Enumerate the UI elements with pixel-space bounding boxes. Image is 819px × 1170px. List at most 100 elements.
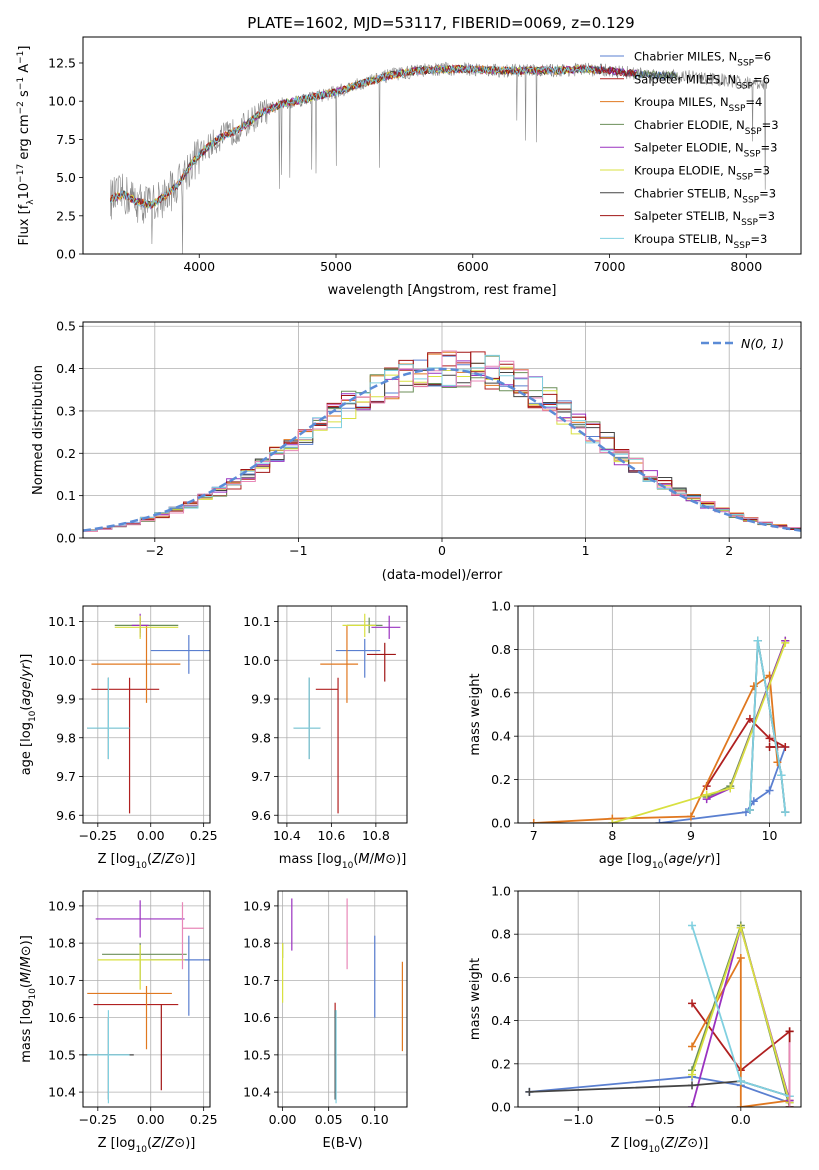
axes-frame bbox=[517, 605, 802, 824]
y-tick-label: 0.0 bbox=[491, 1100, 511, 1115]
legend-label-part: =3 bbox=[758, 209, 775, 223]
x-axis-label-part: Z⊙ bbox=[677, 1136, 698, 1151]
x-axis-label-part: M⊙ bbox=[374, 852, 396, 867]
y-tick-label: 10.5 bbox=[48, 1047, 76, 1062]
x-axis-label-part: age bbox=[668, 852, 692, 867]
y-tick-label: 10.0 bbox=[243, 653, 271, 668]
plot-area bbox=[110, 61, 768, 254]
y-tick-label: 9.8 bbox=[251, 730, 271, 745]
series-line bbox=[659, 746, 787, 823]
y-axis-label: mass weight bbox=[468, 958, 483, 1040]
y-axis-label: mass [log10(M/M⊙)] bbox=[19, 935, 38, 1063]
x-axis-label-part: mass [log bbox=[279, 852, 342, 867]
legend-label-part: =4 bbox=[745, 95, 762, 109]
x-tick-label: 7 bbox=[530, 828, 538, 843]
x-tick-label: 0.00 bbox=[269, 1112, 297, 1127]
series-marker bbox=[655, 819, 664, 823]
x-axis-label-part: / bbox=[370, 852, 375, 867]
y-tick-label: 9.7 bbox=[251, 769, 271, 784]
legend-label-part: Chabrier ELODIE, N bbox=[634, 118, 745, 132]
legend-label-part: Kroupa MILES, N bbox=[634, 95, 729, 109]
series-marker bbox=[686, 812, 695, 821]
y-axis-label-part: erg cm bbox=[17, 114, 32, 163]
y-axis-label-part: / bbox=[19, 676, 34, 681]
spectrum-data-line bbox=[110, 61, 768, 254]
legend-label: Kroupa MILES, NSSP=4 bbox=[634, 95, 762, 114]
x-axis-label-part: M bbox=[358, 852, 369, 867]
x-axis-label-part: age [log bbox=[599, 852, 652, 867]
y-axis-label-part: s bbox=[17, 90, 32, 101]
x-tick-label: 8 bbox=[608, 828, 616, 843]
legend-label-part: =3 bbox=[750, 232, 767, 246]
axes-frame bbox=[82, 890, 211, 1108]
series-marker bbox=[781, 808, 790, 817]
x-axis-label-part: / bbox=[161, 852, 166, 867]
x-axis-label-part: )] bbox=[185, 852, 195, 867]
x-tick-label: 4000 bbox=[183, 259, 215, 274]
x-axis-label-part: Z bbox=[151, 1136, 162, 1151]
plot-area bbox=[293, 613, 401, 814]
x-axis-label-part: )] bbox=[710, 852, 720, 867]
y-tick-label: 0.2 bbox=[491, 1056, 511, 1071]
series-marker bbox=[785, 1027, 794, 1036]
y-tick-label: 10.5 bbox=[243, 1047, 271, 1062]
series-marker bbox=[688, 1070, 697, 1079]
y-tick-label: 0.6 bbox=[491, 685, 511, 700]
series-marker bbox=[688, 1081, 697, 1090]
y-axis-label-part: ( bbox=[19, 706, 34, 711]
axes-frame bbox=[277, 890, 408, 1108]
normal-curve bbox=[83, 367, 801, 532]
axes-frame bbox=[82, 36, 802, 255]
y-tick-label: 9.7 bbox=[56, 769, 76, 784]
plot-area bbox=[529, 636, 790, 823]
y-axis-label-part: M bbox=[19, 972, 34, 983]
legend-label-part: =3 bbox=[762, 118, 779, 132]
x-tick-label: 10.4 bbox=[273, 828, 301, 843]
y-tick-label: 0.0 bbox=[491, 816, 511, 831]
x-axis-label-part: Z [log bbox=[611, 1136, 649, 1151]
y-axis-label-part: A bbox=[17, 64, 32, 77]
series-marker bbox=[736, 953, 745, 962]
y-tick-label: 0.4 bbox=[491, 1013, 511, 1028]
x-tick-label: 0.0 bbox=[731, 1112, 751, 1127]
x-axis-label-part: ( bbox=[353, 852, 358, 867]
series-marker bbox=[688, 1042, 697, 1051]
y-axis-label-part: 10 bbox=[28, 710, 38, 722]
legend-label-part: Salpeter ELODIE, N bbox=[634, 141, 744, 155]
x-axis-label-part: )] bbox=[698, 1136, 708, 1151]
legend-label-part: SSP bbox=[744, 150, 761, 160]
x-axis-label-part: Z⊙ bbox=[164, 852, 185, 867]
x-tick-label: 6000 bbox=[457, 259, 489, 274]
legend-label-part: SSP bbox=[737, 59, 754, 69]
chart-mass-vs-Z: −0.25 0.00 0.25 10.4 10.5 10.6 10.7 10.8 10.9 Z [… bbox=[19, 890, 218, 1155]
legend-label-part: SSP bbox=[736, 173, 753, 183]
x-axis-label: E(B-V) bbox=[322, 1136, 362, 1151]
x-axis-label-part: / bbox=[161, 1136, 166, 1151]
x-tick-label: 2 bbox=[725, 543, 733, 558]
plot-area bbox=[83, 350, 801, 538]
y-tick-label: 0.0 bbox=[56, 531, 76, 546]
legend-label-part: SSP bbox=[745, 127, 762, 137]
legend-label-part: SSP bbox=[734, 241, 751, 251]
axes-frame bbox=[82, 605, 211, 824]
series-marker bbox=[688, 921, 697, 930]
y-tick-label: 10.0 bbox=[48, 653, 76, 668]
x-tick-label: 0.25 bbox=[190, 1112, 218, 1127]
y-tick-label: 0.1 bbox=[56, 488, 76, 503]
y-tick-label: 10.4 bbox=[243, 1085, 271, 1100]
axes-frame bbox=[277, 605, 408, 824]
x-tick-label: −2 bbox=[146, 543, 164, 558]
chart-spectrum: 4000 5000 6000 7000 8000 0.0 2.5 5.0 7.5 10.0 12.5… bbox=[16, 36, 802, 298]
x-axis-label-part: )] bbox=[396, 852, 406, 867]
legend-label-part: Kroupa ELODIE, N bbox=[634, 164, 736, 178]
y-axis-label-part: Flux [f bbox=[17, 204, 32, 245]
y-tick-label: 10.9 bbox=[48, 898, 76, 913]
y-axis-label-part: 10 bbox=[28, 988, 38, 1000]
x-axis-label-part: 10 bbox=[136, 861, 148, 871]
legend-label-part: SSP bbox=[736, 81, 753, 91]
series-marker bbox=[688, 999, 697, 1008]
x-axis-label-part: 10 bbox=[342, 861, 354, 871]
x-axis-label-part: 10 bbox=[652, 861, 664, 871]
x-axis-label: (data-model)/error bbox=[382, 568, 503, 583]
